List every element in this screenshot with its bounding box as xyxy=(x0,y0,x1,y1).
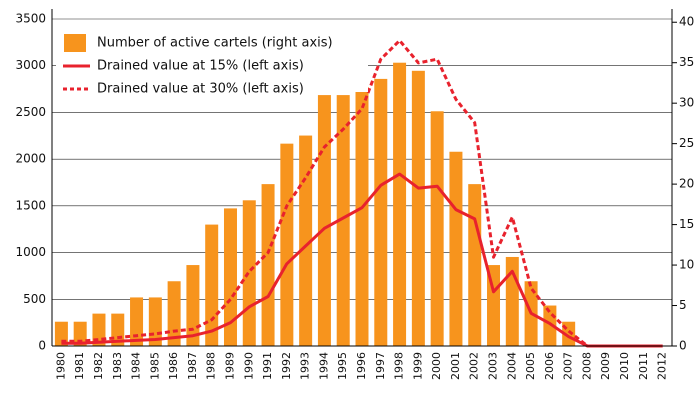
y-tick-label: 2500 xyxy=(15,105,46,119)
x-tick-label: 2003 xyxy=(487,352,500,380)
bar xyxy=(317,95,331,346)
x-tick-label: 2005 xyxy=(524,352,537,380)
line xyxy=(61,39,663,348)
y-tick-label: 500 xyxy=(23,292,46,306)
x-tick-label: 2006 xyxy=(543,352,556,380)
x-tick-label: 1990 xyxy=(242,352,255,380)
legend-label: Number of active cartels (right axis) xyxy=(97,36,333,51)
bar xyxy=(242,200,256,346)
x-tick-label: 2012 xyxy=(656,352,669,380)
bar xyxy=(393,62,407,347)
x-tick-label: 1996 xyxy=(355,352,368,380)
x-tick-label: 2007 xyxy=(562,352,575,380)
x-tick-label: 1985 xyxy=(148,352,161,380)
y2-tick-label: 35 xyxy=(679,55,694,69)
x-tick-label: 2001 xyxy=(449,352,462,380)
x-tick-label: 1983 xyxy=(111,352,124,380)
x-tick-label: 1980 xyxy=(54,352,67,380)
y2-tick-label: 20 xyxy=(679,177,694,191)
x-tick-label: 1991 xyxy=(261,352,274,380)
y2-tick-label: 30 xyxy=(679,96,694,110)
bar xyxy=(430,111,444,346)
x-tick-label: 2000 xyxy=(430,352,443,380)
x-tick-label: 1982 xyxy=(92,352,105,380)
bar xyxy=(223,208,237,346)
x-tick-label: 2004 xyxy=(505,352,518,380)
x-tick-label: 1989 xyxy=(223,352,236,380)
bar xyxy=(280,143,294,346)
y2-tick-label: 25 xyxy=(679,136,694,150)
x-tick-label: 1987 xyxy=(186,352,199,380)
legend-label: Drained value at 15% (left axis) xyxy=(97,59,304,74)
y2-tick-label: 15 xyxy=(679,217,694,231)
y2-tick-label: 10 xyxy=(679,258,694,272)
y2-tick-label: 40 xyxy=(679,15,694,29)
x-tick-label: 1999 xyxy=(411,352,424,380)
y2-tick-label: 0 xyxy=(679,339,687,353)
legend: Number of active cartels (right axis) Dra… xyxy=(56,26,368,97)
line xyxy=(61,172,663,348)
bar xyxy=(261,184,275,346)
y2-tick-label: 5 xyxy=(679,298,687,312)
x-tick-label: 1988 xyxy=(205,352,218,380)
bar xyxy=(449,151,463,346)
bar xyxy=(487,265,501,346)
y-tick-label: 3000 xyxy=(15,58,46,72)
bar xyxy=(374,78,388,346)
x-tick-label: 1998 xyxy=(393,352,406,380)
bar xyxy=(73,321,87,346)
bar xyxy=(411,70,425,347)
y-tick-label: 0 xyxy=(38,339,46,353)
x-tick-label: 1986 xyxy=(167,352,180,380)
legend-label: Drained value at 30% (left axis) xyxy=(97,82,304,97)
y-tick-label: 2000 xyxy=(15,152,46,166)
x-tick-label: 1995 xyxy=(336,352,349,380)
x-tick-label: 2002 xyxy=(468,352,481,380)
y-tick-label: 1000 xyxy=(15,245,46,259)
x-tick-label: 1984 xyxy=(130,352,143,380)
x-tick-label: 2011 xyxy=(637,352,650,380)
bar xyxy=(355,86,369,346)
y-tick-label: 3500 xyxy=(15,12,46,26)
x-tick-label: 2010 xyxy=(618,352,631,380)
bar xyxy=(299,135,313,346)
x-tick-label: 1993 xyxy=(299,352,312,380)
y-tick-label: 1500 xyxy=(15,198,46,212)
bar xyxy=(468,184,482,346)
x-tick-label: 2009 xyxy=(599,352,612,380)
bar xyxy=(336,95,350,346)
bar xyxy=(186,265,200,346)
legend-bg xyxy=(56,26,368,92)
legend-swatch xyxy=(64,34,86,52)
x-tick-label: 1981 xyxy=(73,352,86,380)
x-tick-label: 2008 xyxy=(580,352,593,380)
x-tick-label: 1992 xyxy=(280,352,293,380)
bar xyxy=(205,224,219,346)
x-tick-label: 1997 xyxy=(374,352,387,380)
x-tick-label: 1994 xyxy=(317,352,330,380)
bar xyxy=(130,297,144,346)
